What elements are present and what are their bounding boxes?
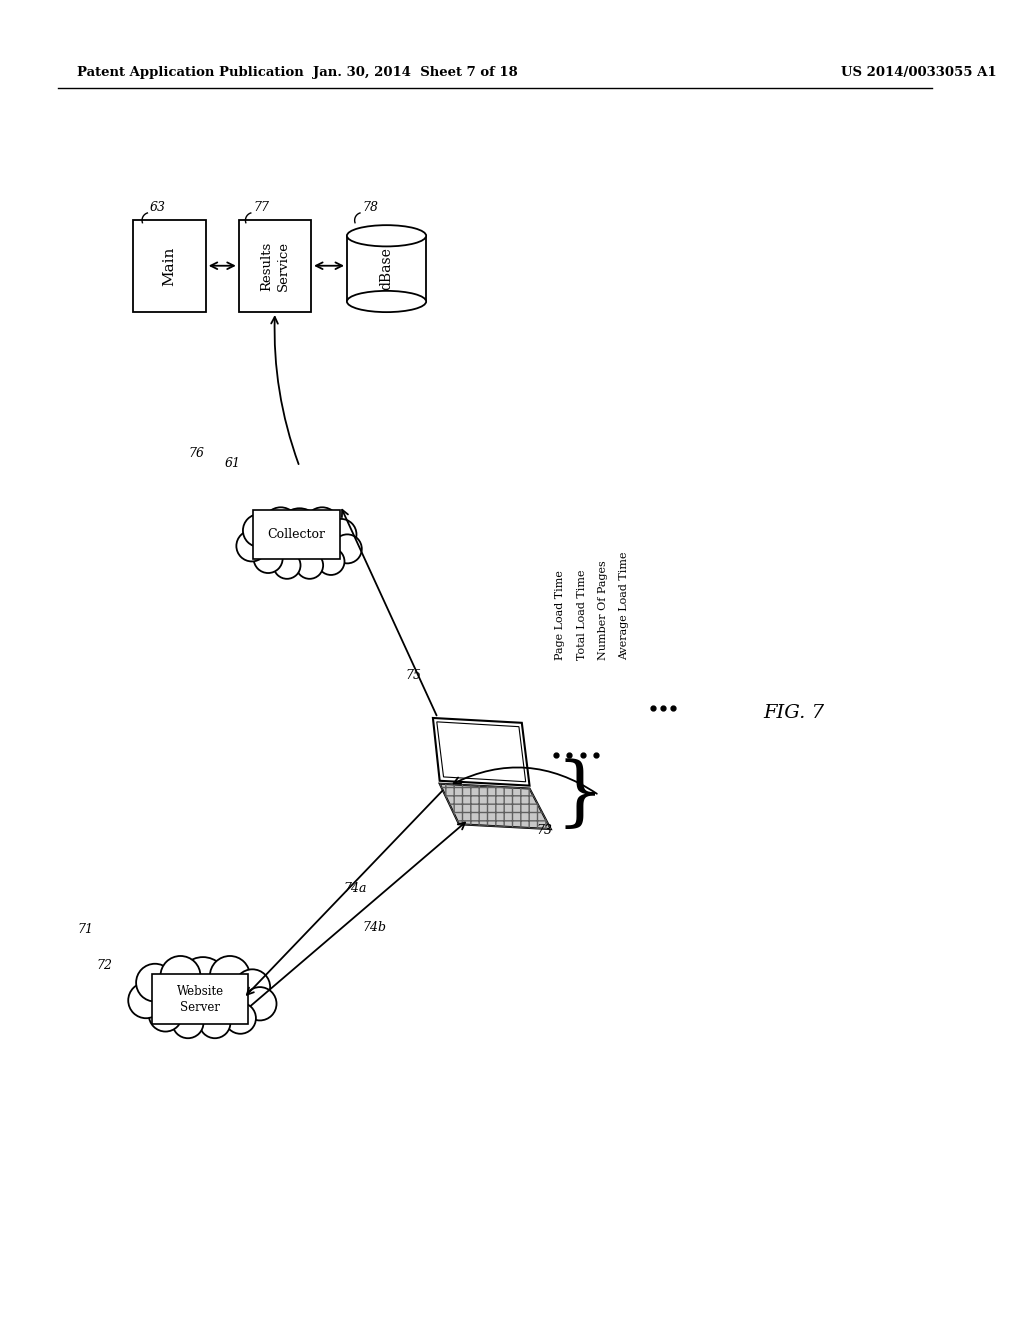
Circle shape <box>317 548 344 576</box>
Text: FIG. 7: FIG. 7 <box>764 704 824 722</box>
Text: 63: 63 <box>150 201 166 214</box>
Text: 74b: 74b <box>362 920 386 933</box>
Circle shape <box>243 987 276 1020</box>
Circle shape <box>172 1007 204 1039</box>
Text: dBase: dBase <box>380 247 393 290</box>
Circle shape <box>305 507 340 543</box>
Polygon shape <box>437 722 525 781</box>
Circle shape <box>263 507 298 543</box>
Text: 75: 75 <box>406 669 422 682</box>
Text: 76: 76 <box>188 447 205 461</box>
Text: 73: 73 <box>537 824 552 837</box>
Text: Jan. 30, 2014  Sheet 7 of 18: Jan. 30, 2014 Sheet 7 of 18 <box>313 66 518 79</box>
Polygon shape <box>439 784 551 829</box>
Circle shape <box>148 998 182 1031</box>
Text: 61: 61 <box>224 457 241 470</box>
Bar <box>347 236 426 301</box>
Ellipse shape <box>347 226 426 247</box>
Ellipse shape <box>347 290 426 312</box>
Text: Collector: Collector <box>267 528 326 541</box>
Circle shape <box>161 956 201 997</box>
Circle shape <box>254 544 283 573</box>
Circle shape <box>273 552 300 579</box>
Text: 77: 77 <box>253 201 269 214</box>
Circle shape <box>326 519 356 550</box>
Bar <box>133 220 206 312</box>
Circle shape <box>333 535 361 564</box>
Circle shape <box>178 957 227 1006</box>
Text: Number Of Pages: Number Of Pages <box>598 560 608 660</box>
Circle shape <box>128 982 164 1018</box>
Text: 72: 72 <box>96 960 113 973</box>
Text: Total Load Time: Total Load Time <box>577 569 587 660</box>
Text: US 2014/0033055 A1: US 2014/0033055 A1 <box>841 66 996 79</box>
Circle shape <box>237 531 267 561</box>
Text: }: } <box>556 758 604 833</box>
Polygon shape <box>433 718 529 785</box>
Bar <box>239 220 311 312</box>
Circle shape <box>243 513 275 546</box>
Circle shape <box>225 1003 256 1034</box>
Circle shape <box>210 956 250 997</box>
Text: Page Load Time: Page Load Time <box>555 570 565 660</box>
Bar <box>253 511 340 558</box>
Circle shape <box>279 508 321 550</box>
Circle shape <box>296 552 324 579</box>
Circle shape <box>234 969 270 1005</box>
Circle shape <box>200 1007 230 1039</box>
Text: Website
Server: Website Server <box>176 985 223 1014</box>
Text: 78: 78 <box>362 201 379 214</box>
Text: 71: 71 <box>77 923 93 936</box>
Bar <box>152 974 249 1024</box>
Text: Average Load Time: Average Load Time <box>620 552 629 660</box>
Circle shape <box>136 964 174 1002</box>
Text: Patent Application Publication: Patent Application Publication <box>77 66 304 79</box>
Text: Results
Service: Results Service <box>260 242 290 292</box>
Text: 74a: 74a <box>343 882 367 895</box>
Text: Main: Main <box>163 247 176 286</box>
